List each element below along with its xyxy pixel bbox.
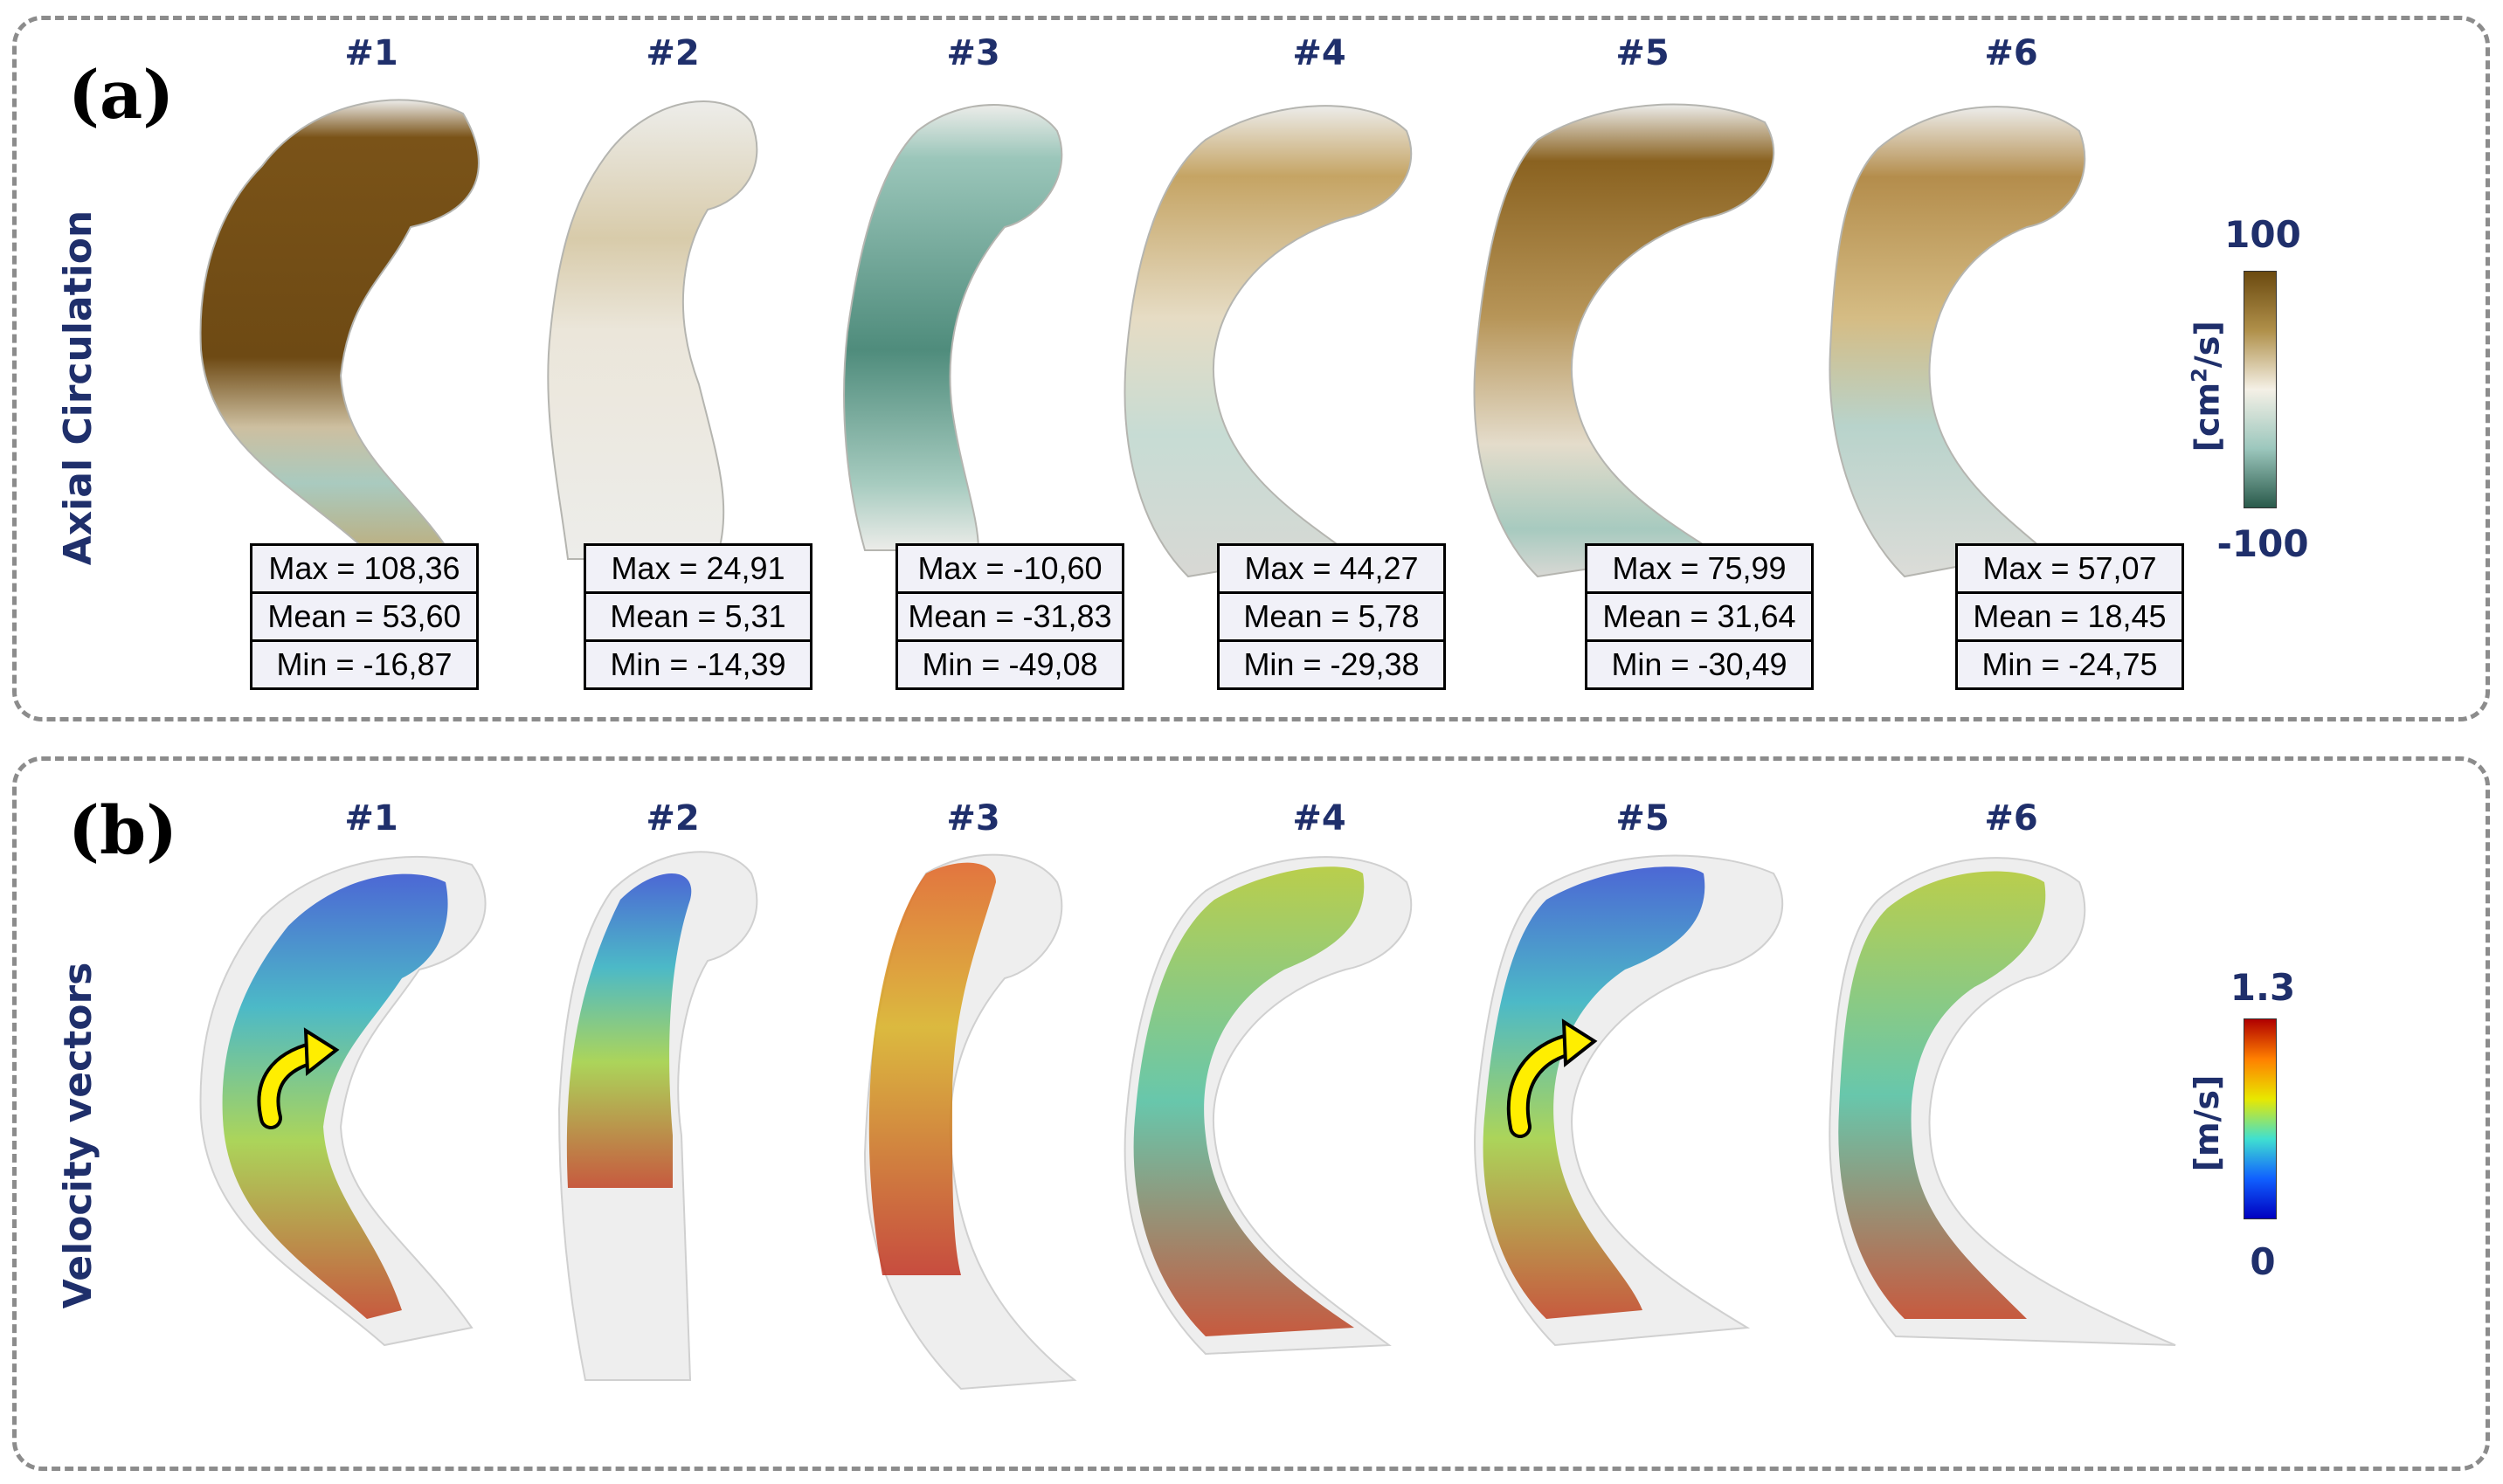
colorbar-a-unit-tail: /s]	[2188, 321, 2227, 369]
stats-mean-6: Mean = 18,45	[1958, 594, 2181, 642]
vessel-field-b-3	[868, 862, 996, 1275]
stats-table-2: Max = 24,91 Mean = 5,31 Min = -14,39	[584, 543, 812, 690]
case-label-b-6: #6	[1984, 798, 2038, 839]
case-label-b-3: #3	[946, 798, 1000, 839]
stats-mean-4: Mean = 5,78	[1220, 594, 1443, 642]
colorbar-b-max-label: 1.3	[2230, 966, 2296, 1009]
stats-max-5: Max = 75,99	[1587, 546, 1811, 594]
colorbar-a	[2244, 271, 2277, 508]
stats-max-4: Max = 44,27	[1220, 546, 1443, 594]
case-label-b-2: #2	[646, 798, 700, 839]
panel-b-frame	[12, 756, 2490, 1471]
vessel-field-b-6	[1838, 871, 2046, 1319]
colorbar-b-min-label: 0	[2250, 1240, 2276, 1283]
vessel-field-b-2	[566, 873, 692, 1188]
stats-table-4: Max = 44,27 Mean = 5,78 Min = -29,38	[1217, 543, 1446, 690]
stats-min-1: Min = -16,87	[276, 646, 453, 682]
stats-table-1: Max = 108,36 Mean = 53,60 Min = -16,87	[250, 543, 479, 690]
vessel-field-b-5	[1483, 866, 1705, 1319]
case-label-b-4: #4	[1292, 798, 1346, 839]
colorbar-a-unit-sup: 2	[2187, 368, 2212, 383]
stats-mean-3: Mean = -31,83	[898, 594, 1122, 642]
stats-mean-2: Mean = 5,31	[586, 594, 810, 642]
stats-min-5: Min = -30,49	[1611, 646, 1787, 682]
vessel-a-5	[1473, 103, 1775, 578]
stats-max-6: Max = 57,07	[1958, 546, 2181, 594]
colorbar-b	[2244, 1018, 2277, 1219]
case-label-a-4: #4	[1292, 33, 1346, 73]
stats-mean-1: Mean = 53,60	[252, 594, 476, 642]
case-label-a-6: #6	[1984, 33, 2038, 73]
stats-min-3: Min = -49,08	[922, 646, 1098, 682]
stats-max-1: Max = 108,36	[252, 546, 476, 594]
vessel-field-b-1	[222, 873, 448, 1319]
case-label-b-1: #1	[344, 798, 398, 839]
stats-min-4: Min = -29,38	[1243, 646, 1420, 682]
panel-a-frame	[12, 16, 2490, 721]
vessel-field-b-4	[1133, 866, 1365, 1336]
stats-max-2: Max = 24,91	[586, 546, 810, 594]
case-label-a-2: #2	[646, 33, 700, 73]
colorbar-a-max-label: 100	[2224, 213, 2301, 256]
colorbar-a-unit-base: [cm	[2188, 382, 2227, 452]
stats-max-3: Max = -10,60	[898, 546, 1122, 594]
stats-table-3: Max = -10,60 Mean = -31,83 Min = -49,08	[895, 543, 1124, 690]
case-label-a-1: #1	[344, 33, 398, 73]
colorbar-b-unit: [m/s]	[2188, 1074, 2226, 1172]
stats-table-6: Max = 57,07 Mean = 18,45 Min = -24,75	[1955, 543, 2184, 690]
case-label-a-5: #5	[1615, 33, 1670, 73]
stats-min-2: Min = -14,39	[610, 646, 786, 682]
stats-table-5: Max = 75,99 Mean = 31,64 Min = -30,49	[1585, 543, 1814, 690]
case-label-a-3: #3	[946, 33, 1000, 73]
vessel-a-2	[547, 100, 758, 560]
stats-min-6: Min = -24,75	[1981, 646, 2158, 682]
colorbar-a-unit: [cm2/s]	[2188, 299, 2227, 473]
vessel-a-6	[1829, 106, 2086, 578]
colorbar-a-min-label: -100	[2216, 522, 2309, 565]
vessel-a-3	[843, 104, 1063, 551]
case-label-b-5: #5	[1615, 798, 1670, 839]
vessel-a-4	[1124, 105, 1413, 578]
vessel-a-1	[199, 99, 480, 569]
circulation-arrow-b-1	[257, 1027, 340, 1129]
circulation-arrow-b-5	[1506, 1018, 1598, 1138]
panel-a-letter: (a)	[68, 56, 175, 134]
stats-mean-5: Mean = 31,64	[1587, 594, 1811, 642]
panel-b-letter: (b)	[68, 791, 178, 869]
